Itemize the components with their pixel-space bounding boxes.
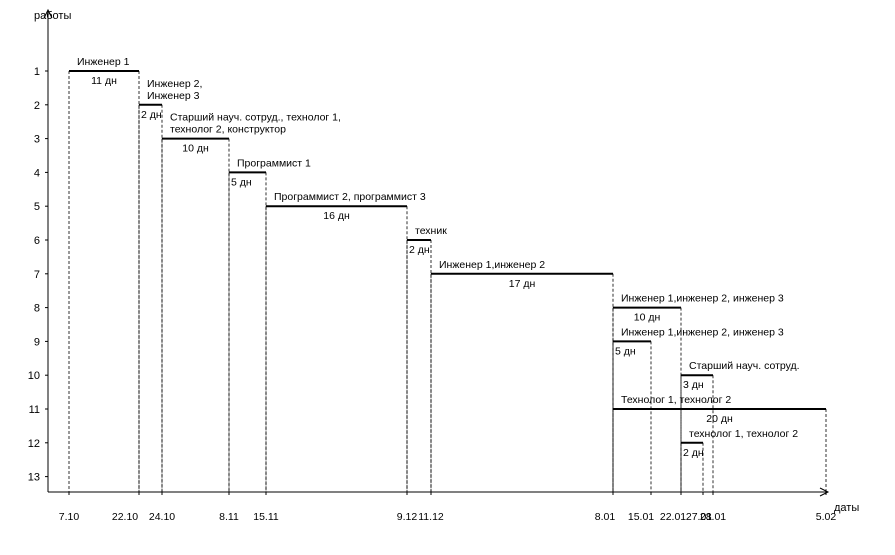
y-tick-label: 6 bbox=[34, 235, 40, 247]
task-duration-label: 2 дн bbox=[683, 447, 704, 459]
y-tick-label: 11 bbox=[29, 404, 40, 416]
task-resources-label: Программист 1 bbox=[237, 157, 311, 169]
y-tick-label: 1 bbox=[34, 66, 40, 78]
task-duration-label: 5 дн bbox=[615, 345, 636, 357]
task-resources-label: Инженер 1,инженер 2, инженер 3 bbox=[621, 326, 784, 338]
x-tick-label: 11.12 bbox=[418, 511, 444, 523]
x-tick-label: 15.11 bbox=[253, 511, 279, 523]
y-tick-label: 10 bbox=[28, 370, 40, 382]
x-tick-label: 22.10 bbox=[112, 511, 138, 523]
x-axis-label: даты bbox=[834, 502, 859, 514]
task-resources-label: техник bbox=[415, 225, 447, 237]
task-duration-label: 10 дн bbox=[182, 143, 209, 155]
y-tick-label: 5 bbox=[34, 201, 40, 213]
task-duration-label: 2 дн bbox=[409, 244, 430, 256]
task-bars: Инженер 1 11 дн Инженер 2,Инженер 3 2 дн Ста… bbox=[69, 56, 826, 459]
y-tick-label: 4 bbox=[34, 167, 40, 179]
task-duration-label: 3 дн bbox=[683, 379, 704, 391]
x-tick-label: 9.12 bbox=[397, 511, 418, 523]
x-tick-label: 15.01 bbox=[628, 511, 654, 523]
x-tick-label: 8.11 bbox=[219, 511, 239, 523]
dashed-guides bbox=[68, 71, 827, 492]
x-tick-label: 27.01 bbox=[686, 511, 712, 523]
y-tick-label: 3 bbox=[34, 134, 40, 146]
task-resources-label: Технолог 1, технолог 2 bbox=[621, 394, 731, 406]
task-duration-label: 2 дн bbox=[141, 109, 162, 121]
x-axis-arrow bbox=[819, 487, 830, 497]
y-tick-label: 9 bbox=[34, 336, 40, 348]
task-resources-label: Инженер 2, bbox=[147, 78, 202, 90]
task-resources-label: Инженер 1 bbox=[77, 56, 130, 68]
x-tick-label: 5.02 bbox=[816, 511, 837, 523]
y-tick-label: 7 bbox=[34, 269, 40, 281]
y-axis-arrow bbox=[43, 8, 53, 19]
task-resources-label: Инженер 3 bbox=[147, 90, 200, 102]
task-duration-label: 20 дн bbox=[706, 413, 733, 425]
task-resources-label: Старший науч. сотруд., технолог 1, bbox=[170, 112, 341, 124]
task-resources-label: Старший науч. сотруд. bbox=[689, 360, 800, 372]
task-duration-label: 17 дн bbox=[509, 278, 536, 290]
y-tick-label: 8 bbox=[34, 303, 40, 315]
task-resources-label: Инженер 1,инженер 2, инженер 3 bbox=[621, 293, 784, 305]
task-resources-label: технолог 1, технолог 2 bbox=[689, 428, 798, 440]
y-axis-label: работы bbox=[34, 10, 71, 22]
x-tick-label: 24.10 bbox=[149, 511, 175, 523]
axes: работы даты bbox=[34, 8, 859, 514]
x-tick-label: 7.10 bbox=[59, 511, 80, 523]
task-resources-label: технолог 2, конструктор bbox=[170, 124, 286, 136]
x-tick-label: 22.01 bbox=[660, 511, 686, 523]
y-tick-label: 12 bbox=[28, 438, 40, 450]
x-ticks: 7.10 22.10 24.10 8.11 15.11 9.12 11.12 8.01 15.0… bbox=[59, 492, 837, 523]
task-duration-label: 5 дн bbox=[231, 176, 252, 188]
task-resources-label: Инженер 1,инженер 2 bbox=[439, 259, 545, 271]
task-resources-label: Программист 2, программист 3 bbox=[274, 191, 426, 203]
y-tick-label: 2 bbox=[34, 100, 40, 112]
x-tick-label: 8.01 bbox=[595, 511, 616, 523]
task-duration-label: 11 дн bbox=[91, 75, 117, 87]
x-tick-label: 28.01 bbox=[700, 511, 726, 523]
task-duration-label: 16 дн bbox=[323, 210, 350, 222]
y-tick-label: 13 bbox=[28, 472, 40, 484]
task-duration-label: 10 дн bbox=[634, 312, 661, 324]
